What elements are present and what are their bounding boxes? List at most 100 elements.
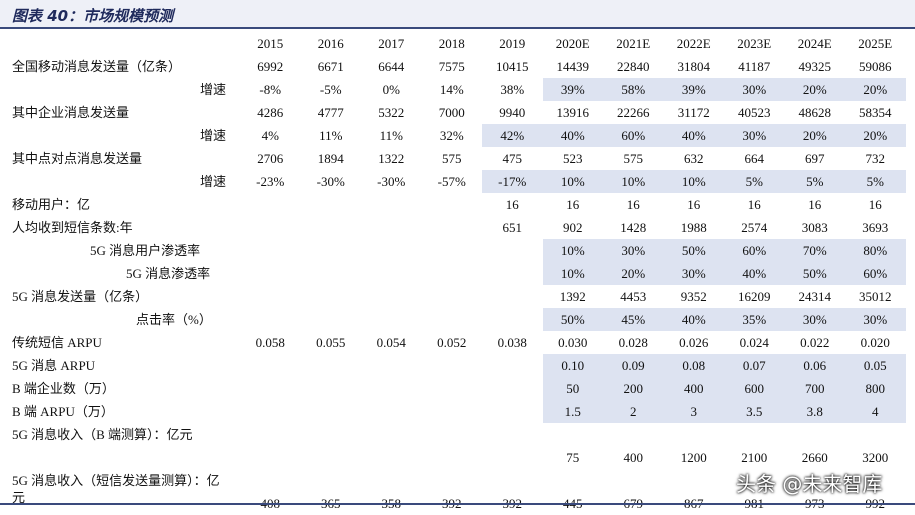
- table-cell: [482, 308, 543, 331]
- row-label: 5G 消息渗透率: [126, 266, 211, 281]
- table-cell: 2574: [741, 219, 768, 235]
- column-header: 2019: [499, 35, 526, 51]
- table-cell: 4453: [620, 288, 647, 304]
- header-row: 2015 2016 2017 2018 2019 2020E 2021E 2022E 2023E…: [8, 32, 906, 55]
- table-cell: 14%: [439, 81, 464, 97]
- table-cell: 0.055: [316, 334, 346, 350]
- table-cell: 0.028: [618, 334, 648, 350]
- table-cell: 32%: [439, 127, 464, 143]
- table-cell: 600: [724, 377, 785, 400]
- table-cell: [240, 193, 301, 216]
- table-cell: 800: [845, 377, 906, 400]
- table-cell: [301, 308, 362, 331]
- table-cell: -8%: [259, 81, 282, 97]
- table-cell: 10%: [603, 170, 664, 193]
- table-cell: [482, 354, 543, 377]
- table-cell: 392: [502, 496, 523, 511]
- table-cell: 400: [623, 450, 644, 465]
- column-header: 2015: [257, 35, 284, 51]
- table-cell: 20%: [845, 78, 906, 101]
- table-cell: 30%: [663, 262, 724, 285]
- table-cell: [361, 400, 422, 423]
- row-label: 增速: [199, 174, 226, 189]
- table-row: 其中点对点消息发送量 2706 1894 1322 575 475 523 575 632 664…: [8, 147, 906, 170]
- table-row: 传统短信 ARPU 0.058 0.055 0.054 0.052 0.038 0.030 0…: [8, 331, 906, 354]
- table-cell: 40%: [663, 124, 724, 147]
- table-cell: 45%: [603, 308, 664, 331]
- table-cell: 7000: [438, 104, 465, 120]
- table-cell: 40%: [542, 124, 603, 147]
- table-cell: 0.05: [845, 354, 906, 377]
- table-cell: 16: [626, 196, 640, 212]
- row-label: 其中企业消息发送量: [12, 105, 130, 120]
- table-cell: 200: [603, 377, 664, 400]
- table-cell: 16: [868, 196, 882, 212]
- title: 图表 40：市场规模预测: [12, 7, 174, 25]
- table-cell: 30%: [603, 239, 664, 262]
- table-cell: 35%: [724, 308, 785, 331]
- table-cell: 0.07: [724, 354, 785, 377]
- table-cell: 16: [747, 196, 761, 212]
- watermark: 头条 @未来智库: [736, 472, 883, 496]
- table-cell: 42%: [482, 124, 543, 147]
- table-cell: 16: [505, 196, 519, 212]
- column-header: 2023E: [737, 35, 772, 51]
- table-cell: 0.026: [679, 334, 709, 350]
- table-cell: 11%: [379, 127, 403, 143]
- row-label: 点击率（%）: [136, 312, 212, 327]
- table-cell: 41187: [738, 58, 771, 74]
- table-cell: -30%: [316, 173, 345, 189]
- table-cell: [361, 216, 422, 239]
- table-cell: [240, 354, 301, 377]
- table-cell: 9940: [499, 104, 526, 120]
- table-row: 增速 -23% -30% -30% -57% -17% 10% 10% 10% 5% 5% 5%: [8, 170, 906, 193]
- table-cell: 59086: [859, 58, 892, 74]
- table-cell: [301, 377, 362, 400]
- table-cell: [301, 423, 362, 469]
- table-row: 人均收到短信条数:年 651 902 1428 1988 2574 3083 3693: [8, 216, 906, 239]
- table-cell: 13916: [556, 104, 590, 120]
- table-cell: [422, 354, 483, 377]
- column-header: 2021E: [616, 35, 651, 51]
- table-cell: [422, 285, 483, 308]
- table-cell: 523: [563, 150, 583, 166]
- table-cell: 30%: [784, 308, 845, 331]
- table-cell: [361, 308, 422, 331]
- table-cell: 24314: [798, 288, 832, 304]
- table-cell: 50: [542, 377, 603, 400]
- row-label: 全国移动消息发送量（亿条）: [12, 59, 182, 74]
- table-cell: 58354: [859, 104, 892, 120]
- table-cell: 1428: [620, 219, 647, 235]
- table-cell: 0.030: [558, 334, 588, 350]
- table-cell: 48628: [798, 104, 832, 120]
- table-cell: [240, 216, 301, 239]
- row-label: 5G 消息发送量（亿条）: [12, 289, 149, 304]
- table-cell: 58%: [603, 78, 664, 101]
- table-cell: 408: [260, 496, 281, 511]
- table-row: 5G 消息用户渗透率 10% 30% 50% 60% 70% 80%: [8, 239, 906, 262]
- table-cell: [301, 354, 362, 377]
- table-cell: [422, 216, 483, 239]
- title-bar: 图表 40：市场规模预测: [0, 0, 915, 29]
- table-cell: -17%: [482, 170, 543, 193]
- table-cell: 9352: [680, 288, 707, 304]
- table-cell: 20%: [603, 262, 664, 285]
- table-cell: [482, 285, 543, 308]
- column-header: 2017: [378, 35, 405, 51]
- table-cell: 0.058: [255, 334, 285, 350]
- header-label: [8, 32, 240, 55]
- row-label: 传统短信 ARPU: [12, 335, 102, 350]
- table-row: B 端 ARPU（万） 1.5 2 3 3.5 3.8 4: [8, 400, 906, 423]
- table-cell: [422, 400, 483, 423]
- row-label: 人均收到短信条数:年: [12, 220, 133, 235]
- table-row: 移动用户：亿 16 16 16 16 16 16 16: [8, 193, 906, 216]
- table-cell: 6992: [257, 58, 284, 74]
- table-cell: [240, 308, 301, 331]
- row-label: 增速: [199, 82, 226, 97]
- table-cell: 39%: [542, 78, 603, 101]
- table-cell: 20%: [784, 78, 845, 101]
- table-cell: 4: [845, 400, 906, 423]
- table-cell: 16209: [738, 288, 771, 304]
- table-cell: 358: [381, 496, 402, 511]
